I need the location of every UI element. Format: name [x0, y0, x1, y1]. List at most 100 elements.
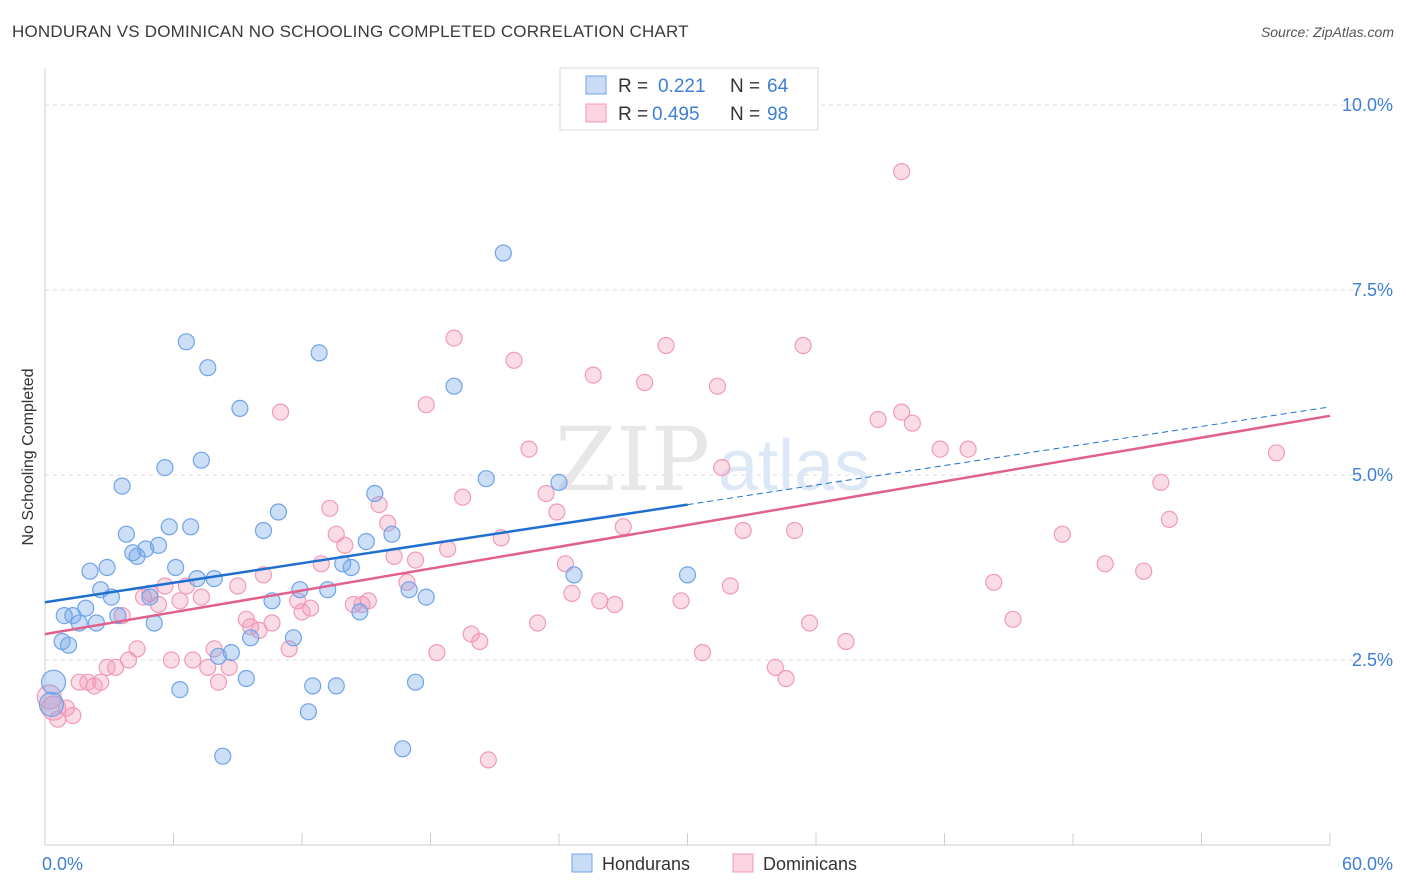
- dominican-point: [370, 496, 388, 514]
- honduran-point: [445, 377, 463, 395]
- honduran-point: [254, 521, 273, 540]
- dominican-point: [1267, 444, 1286, 462]
- dominican-point: [107, 658, 125, 677]
- dominican-point: [584, 366, 602, 384]
- honduran-point: [357, 532, 375, 551]
- honduran-point: [87, 614, 106, 632]
- legend-n-value-dominicans: 98: [767, 104, 788, 125]
- honduran-point: [77, 599, 95, 617]
- dominican-point: [794, 336, 812, 355]
- dominican-point: [614, 518, 632, 536]
- legend-n-label-hondurans: N =: [730, 76, 760, 97]
- dominican-point: [591, 592, 609, 610]
- honduran-trend-line: [44, 503, 688, 604]
- legend-r-label-hondurans: R =: [618, 76, 648, 97]
- honduran-point: [304, 677, 322, 695]
- y-tick-label: 5.0%: [1352, 465, 1393, 485]
- honduran-point: [209, 647, 228, 665]
- dominican-point: [520, 440, 538, 458]
- honduran-point: [192, 451, 210, 469]
- dominican-point: [505, 351, 523, 369]
- dominican-point: [1096, 555, 1114, 573]
- dominican-point: [209, 673, 228, 691]
- dominican-point: [708, 377, 727, 395]
- honduran-point: [477, 470, 495, 488]
- honduran-point: [199, 359, 217, 377]
- stats-legend: R = 0.221 N = 64 R = 0.495 N = 98: [559, 67, 819, 131]
- dominican-point: [321, 499, 339, 517]
- honduran-point: [149, 536, 168, 554]
- dominican-point: [893, 403, 911, 421]
- honduran-point: [160, 518, 178, 536]
- honduran-point: [327, 677, 345, 695]
- watermark: ZIP atlas: [555, 408, 870, 511]
- dominican-point: [721, 577, 739, 595]
- dominican-point: [869, 410, 887, 429]
- dominican-point: [379, 514, 397, 532]
- dominican-point: [64, 706, 82, 725]
- dominican-point: [263, 614, 281, 632]
- honduran-point: [400, 581, 418, 599]
- honduran-point: [171, 680, 189, 699]
- legend-r-value-dominicans: 0.495: [652, 104, 700, 125]
- dominican-point: [563, 584, 581, 603]
- dominican-point: [800, 614, 819, 632]
- dominican-point: [471, 632, 489, 651]
- dominican-point: [785, 521, 804, 540]
- legend-r-value-hondurans: 0.221: [658, 76, 706, 97]
- honduran-point: [231, 399, 249, 417]
- y-tick-label: 2.5%: [1352, 650, 1393, 670]
- honduran-point: [182, 518, 200, 536]
- dominican-point: [445, 329, 463, 347]
- honduran-point: [394, 740, 412, 758]
- x-tick-label: 0.0%: [42, 854, 83, 874]
- dominican-point: [1053, 525, 1071, 543]
- chart-source: Source: ZipAtlas.com: [1260, 24, 1394, 40]
- honduran-point: [550, 473, 568, 491]
- honduran-point: [113, 477, 131, 495]
- honduran-point: [284, 629, 303, 647]
- dominican-point: [1152, 473, 1170, 491]
- dominican-point: [713, 459, 731, 477]
- y-tick-label: 10.0%: [1342, 95, 1393, 115]
- dominican-point: [959, 440, 977, 458]
- honduran-point: [98, 558, 116, 577]
- dominican-point: [636, 373, 654, 392]
- dominican-point: [220, 658, 238, 677]
- honduran-point: [156, 459, 174, 477]
- dominican-point: [837, 632, 855, 651]
- dominican-point: [1004, 610, 1022, 628]
- dominican-point: [931, 440, 949, 458]
- dominican-point: [528, 614, 547, 632]
- dominican-point: [192, 588, 210, 606]
- honduran-point: [141, 588, 159, 606]
- honduran-point: [494, 244, 512, 262]
- honduran-point: [222, 643, 240, 662]
- dominican-point: [1160, 510, 1178, 529]
- dominican-trend-line: [44, 414, 1331, 636]
- honduran-point: [366, 484, 384, 503]
- dominican-point: [985, 573, 1003, 591]
- legend-swatch-hondurans: [585, 75, 607, 95]
- honduran-point: [109, 606, 127, 625]
- dominican-point: [672, 592, 690, 610]
- bottom-legend-label-dominicans: Dominicans: [763, 854, 857, 874]
- legend-n-value-hondurans: 64: [767, 76, 789, 97]
- honduran-point: [137, 540, 155, 558]
- honduran-point: [406, 673, 425, 691]
- dominican-point: [893, 163, 911, 181]
- dominican-point: [229, 577, 247, 595]
- dominican-point: [903, 414, 921, 432]
- honduran-point: [310, 344, 328, 362]
- honduran-point: [167, 558, 185, 577]
- x-tick-label: 60.0%: [1342, 854, 1393, 874]
- dominican-point: [92, 673, 110, 691]
- honduran-point: [38, 691, 65, 718]
- legend-n-label-dominicans: N =: [730, 104, 760, 125]
- honduran-point: [59, 636, 78, 654]
- dominican-point: [657, 336, 675, 355]
- bottom-legend-swatch-hondurans: [571, 853, 593, 873]
- dominican-point: [454, 488, 472, 506]
- honduran-point: [299, 703, 318, 721]
